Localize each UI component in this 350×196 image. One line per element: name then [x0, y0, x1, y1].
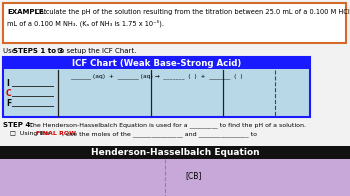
Text: The Henderson-Hasselbalch Equation is used for a _________ to find the pH of a s: The Henderson-Hasselbalch Equation is us… — [27, 122, 306, 128]
Text: [CB]: [CB] — [185, 171, 201, 180]
Text: Calculate the pH of the solution resulting from the titration between 25.0 mL of: Calculate the pH of the solution resulti… — [33, 9, 350, 15]
Bar — [3, 69, 310, 117]
Text: , use the moles of the ________________ and ________________ to: , use the moles of the ________________ … — [62, 131, 257, 137]
Text: _______ (aq)  +  _______ (aq) →  _______  (  )  +  _______  (  ): _______ (aq) + _______ (aq) → _______ ( … — [70, 73, 243, 79]
Text: mL of a 0.100 M NH₃. (Kₐ of NH₃ is 1.75 x 10⁻⁵).: mL of a 0.100 M NH₃. (Kₐ of NH₃ is 1.75 … — [7, 19, 164, 26]
Text: STEPS 1 to 3: STEPS 1 to 3 — [13, 48, 63, 54]
Bar — [0, 146, 350, 159]
Text: ICF Chart (Weak Base-Strong Acid): ICF Chart (Weak Base-Strong Acid) — [72, 58, 241, 67]
Bar — [3, 57, 310, 69]
Text: F: F — [6, 99, 11, 107]
Text: STEP 4:: STEP 4: — [3, 122, 33, 128]
Text: EXAMPLE:: EXAMPLE: — [7, 9, 46, 15]
Text: □  Using the: □ Using the — [10, 131, 52, 136]
Text: Use: Use — [3, 48, 18, 54]
Text: C: C — [6, 89, 12, 97]
Text: Henderson-Hasselbalch Equation: Henderson-Hasselbalch Equation — [91, 148, 259, 157]
Text: FINAL ROW: FINAL ROW — [36, 131, 76, 136]
Bar — [3, 3, 346, 43]
Text: I: I — [6, 79, 9, 87]
Bar — [3, 57, 310, 117]
Bar — [0, 159, 350, 196]
Text: to setup the ICF Chart.: to setup the ICF Chart. — [55, 48, 136, 54]
